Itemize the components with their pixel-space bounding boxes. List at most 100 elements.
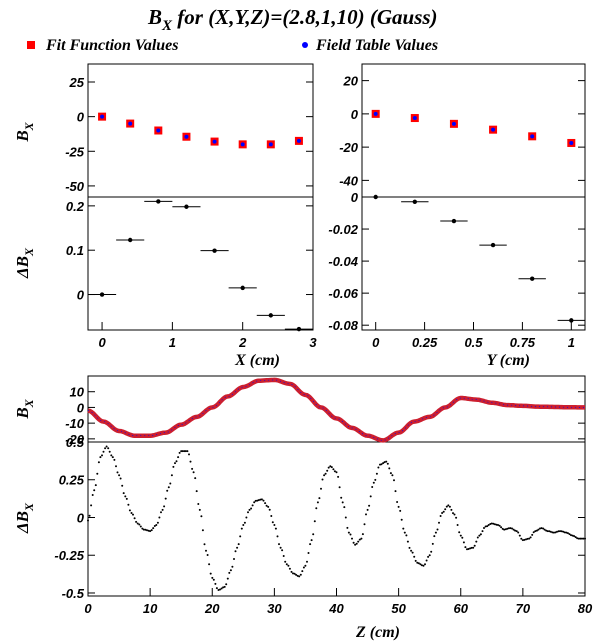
zscan-residual-point xyxy=(270,515,273,517)
zscan-residual-point xyxy=(167,486,170,489)
zscan-residual-point xyxy=(413,555,416,558)
zscan-residual-xtick-label: 10 xyxy=(143,601,158,616)
zscan-residual-point xyxy=(127,503,130,506)
zscan-residual-point xyxy=(343,506,346,509)
zscan-residual-point xyxy=(419,563,422,566)
zscan-xlabel: Z (cm) xyxy=(355,624,400,641)
zscan-residual-point xyxy=(338,486,341,489)
xscan-field-ytick-label: -50 xyxy=(65,179,85,194)
zscan-residual-point xyxy=(177,456,180,459)
zscan-residual-point xyxy=(358,538,361,541)
zscan-residual-point xyxy=(582,537,585,540)
xscan-field-table-point xyxy=(240,142,245,147)
zscan-residual-ytick-label: 0.5 xyxy=(66,435,85,450)
zscan-residual-point xyxy=(551,531,554,534)
zscan-residual-point xyxy=(475,540,478,543)
zscan-residual-point xyxy=(316,501,319,504)
zscan-residual-point xyxy=(313,520,316,523)
zscan-residual-point xyxy=(511,527,513,530)
zscan-residual-point xyxy=(293,572,296,575)
yscan-field-table-point xyxy=(569,140,574,145)
legend-table-marker xyxy=(302,42,308,48)
zscan-residual-point xyxy=(557,530,560,533)
zscan-residual-point xyxy=(445,505,448,508)
zscan-residual-point xyxy=(149,530,152,533)
zscan-residual-point xyxy=(201,529,204,532)
zscan-residual-point xyxy=(158,516,161,519)
zscan-residual-point xyxy=(150,529,153,532)
zscan-residual-point xyxy=(321,478,324,481)
zscan-residual-point xyxy=(531,533,534,536)
zscan-residual-point xyxy=(197,503,200,505)
zscan-residual-point xyxy=(262,499,265,502)
xscan-residual-ytick-label: 0.1 xyxy=(66,243,84,258)
zscan-residual-point xyxy=(203,543,206,546)
yscan-residual-ytick-label: -0.04 xyxy=(328,254,358,269)
xscan-residual-xtick-label: 1 xyxy=(169,335,176,350)
zscan-residual-point xyxy=(473,544,476,547)
zscan-residual-point xyxy=(97,461,100,464)
xscan-xlabel: X (cm) xyxy=(234,352,280,369)
zscan-residual-point xyxy=(324,472,327,475)
legend-fit-marker xyxy=(27,41,35,49)
yscan-field-ytick-label: -20 xyxy=(339,140,359,155)
zscan-residual-point xyxy=(351,537,353,540)
zscan-residual-point xyxy=(563,531,566,534)
zscan-residual-point xyxy=(333,470,336,473)
zscan-residual-point xyxy=(323,474,326,477)
zscan-residual-point xyxy=(507,527,510,530)
zscan-field-ytick-label: -10 xyxy=(65,416,85,431)
zscan-residual-point xyxy=(251,504,254,507)
zscan-residual-point xyxy=(226,577,229,580)
yscan-residual-frame xyxy=(361,196,586,331)
zscan-residual-point xyxy=(93,489,96,492)
yscan-field-ytick-label: -40 xyxy=(339,173,359,188)
zscan-residual-point xyxy=(327,466,330,469)
zscan-residual-point xyxy=(514,529,517,532)
zscan-residual-point xyxy=(231,565,234,568)
zscan-residual-point xyxy=(483,527,485,529)
zscan-residual-point xyxy=(433,535,436,538)
zscan-residual-point xyxy=(562,530,565,533)
zscan-field-ytick-label: 10 xyxy=(70,385,85,400)
zscan-residual-point xyxy=(243,521,246,524)
chart-title: BX for (X,Y,Z)=(2.8,1,10) (Gauss) xyxy=(147,5,438,34)
zscan-residual-point xyxy=(470,546,473,549)
zscan-residual-point xyxy=(189,460,192,463)
zscan-residual-point xyxy=(447,504,450,507)
zscan-residual-point xyxy=(577,537,580,540)
zscan-residual-point xyxy=(188,453,190,456)
zscan-residual-point xyxy=(497,524,499,526)
yscan-residual-xtick-label: 0 xyxy=(372,335,380,350)
zscan-residual-point xyxy=(400,518,403,521)
zscan-residual-point xyxy=(515,530,518,533)
xscan-field-table-point xyxy=(128,121,133,126)
zscan-residual-point xyxy=(169,482,172,485)
zscan-residual-point xyxy=(237,543,240,546)
zscan-residual-point xyxy=(110,454,113,457)
yscan-residual-xtick-label: 0.5 xyxy=(464,335,483,350)
zscan-residual-point xyxy=(438,521,440,524)
zscan-residual-point xyxy=(108,450,111,453)
zscan-residual-point xyxy=(164,497,167,500)
zscan-residual-point xyxy=(181,450,184,453)
yscan-residual-ytick-label: 0 xyxy=(351,190,359,205)
xscan-field-table-point xyxy=(268,142,273,147)
zscan-residual-point xyxy=(209,572,212,575)
zscan-residual-point xyxy=(128,509,131,512)
zscan-residual-point xyxy=(208,563,211,566)
zscan-residual-point xyxy=(539,527,541,530)
zscan-residual-point xyxy=(115,465,117,468)
zscan-residual-point xyxy=(174,462,176,465)
zscan-residual-point xyxy=(186,450,189,453)
zscan-residual-point xyxy=(152,527,155,530)
zscan-residual-point xyxy=(260,498,263,501)
zscan-residual-point xyxy=(206,554,209,556)
zscan-residual-point xyxy=(453,513,456,516)
yscan-residual-point xyxy=(569,318,574,323)
xscan-field-table-point xyxy=(296,138,301,143)
zscan-residual-point xyxy=(374,478,377,481)
zscan-residual-point xyxy=(161,508,164,511)
xscan-residual-point xyxy=(296,326,302,332)
